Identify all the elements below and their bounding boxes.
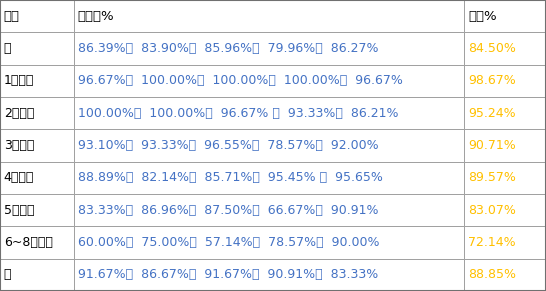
Bar xyxy=(74,65,464,97)
Bar xyxy=(74,32,464,65)
Text: 88.89%，  82.14%，  85.71%，  95.45% ，  95.65%: 88.89%， 82.14%， 85.71%， 95.45% ， 95.65% xyxy=(78,171,382,184)
Bar xyxy=(464,65,546,97)
Text: 100.00%，  100.00%，  96.67% ，  93.33%，  86.21%: 100.00%， 100.00%， 96.67% ， 93.33%， 86.21… xyxy=(78,107,398,120)
Text: 6~8龄幼虫: 6~8龄幼虫 xyxy=(4,236,53,249)
Text: 虫态: 虫态 xyxy=(4,10,20,23)
Bar xyxy=(0,0,74,32)
Text: 90.71%: 90.71% xyxy=(468,139,515,152)
Text: 93.10%，  93.33%，  96.55%，  78.57%，  92.00%: 93.10%， 93.33%， 96.55%， 78.57%， 92.00% xyxy=(78,139,378,152)
Bar xyxy=(74,226,464,259)
Text: 98.67%: 98.67% xyxy=(468,74,515,87)
Bar xyxy=(74,194,464,226)
Text: 91.67%，  86.67%，  91.67%，  90.91%，  83.33%: 91.67%， 86.67%， 91.67%， 90.91%， 83.33% xyxy=(78,268,378,281)
Bar xyxy=(464,32,546,65)
Text: 89.57%: 89.57% xyxy=(468,171,516,184)
Text: 83.33%，  86.96%，  87.50%，  66.67%，  90.91%: 83.33%， 86.96%， 87.50%， 66.67%， 90.91% xyxy=(78,204,378,217)
Text: 卵: 卵 xyxy=(4,42,11,55)
Bar xyxy=(464,97,546,129)
Bar xyxy=(464,259,546,291)
Bar xyxy=(0,194,74,226)
Text: 84.50%: 84.50% xyxy=(468,42,516,55)
Text: 96.67%，  100.00%，  100.00%，  100.00%，  96.67%: 96.67%， 100.00%， 100.00%， 100.00%， 96.67… xyxy=(78,74,402,87)
Text: 72.14%: 72.14% xyxy=(468,236,515,249)
Text: 88.85%: 88.85% xyxy=(468,268,516,281)
Text: 60.00%，  75.00%，  57.14%，  78.57%，  90.00%: 60.00%， 75.00%， 57.14%， 78.57%， 90.00% xyxy=(78,236,379,249)
Bar xyxy=(74,97,464,129)
Bar xyxy=(464,194,546,226)
Bar xyxy=(74,162,464,194)
Text: 存活率%: 存活率% xyxy=(78,10,114,23)
Bar xyxy=(464,0,546,32)
Text: 86.39%，  83.90%，  85.96%，  79.96%，  86.27%: 86.39%， 83.90%， 85.96%， 79.96%， 86.27% xyxy=(78,42,378,55)
Bar xyxy=(74,0,464,32)
Text: 83.07%: 83.07% xyxy=(468,204,516,217)
Bar xyxy=(0,162,74,194)
Text: 均值%: 均值% xyxy=(468,10,496,23)
Text: 95.24%: 95.24% xyxy=(468,107,515,120)
Text: 2龄幼虫: 2龄幼虫 xyxy=(4,107,34,120)
Text: 蛹: 蛹 xyxy=(4,268,11,281)
Bar xyxy=(464,129,546,162)
Bar xyxy=(74,259,464,291)
Bar xyxy=(464,162,546,194)
Bar xyxy=(0,32,74,65)
Bar xyxy=(74,129,464,162)
Text: 1龄幼虫: 1龄幼虫 xyxy=(4,74,34,87)
Text: 5龄幼虫: 5龄幼虫 xyxy=(4,204,34,217)
Bar xyxy=(0,259,74,291)
Bar xyxy=(464,226,546,259)
Bar xyxy=(0,129,74,162)
Bar xyxy=(0,97,74,129)
Text: 3龄幼虫: 3龄幼虫 xyxy=(4,139,34,152)
Text: 4龄幼虫: 4龄幼虫 xyxy=(4,171,34,184)
Bar xyxy=(0,226,74,259)
Bar xyxy=(0,65,74,97)
